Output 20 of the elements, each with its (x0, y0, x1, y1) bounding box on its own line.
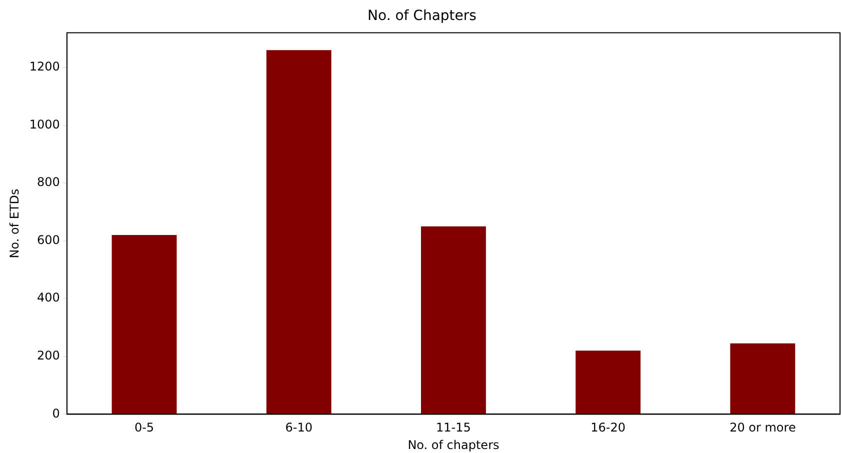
bar (112, 235, 177, 414)
y-tick-label: 1000 (29, 117, 60, 132)
y-tick-label: 400 (37, 290, 60, 305)
bar (421, 226, 486, 414)
x-tick-label: 20 or more (730, 420, 796, 435)
bar (266, 50, 332, 414)
x-tick-label: 6-10 (285, 420, 312, 435)
x-tick-label: 11-15 (436, 420, 471, 435)
y-tick-label: 800 (37, 175, 60, 190)
x-tick-label: 0-5 (134, 420, 154, 435)
y-tick-label: 0 (52, 406, 60, 420)
y-tick-label: 200 (37, 348, 60, 363)
y-tick-label: 1200 (29, 60, 60, 74)
y-axis-title: No. of ETDs (7, 188, 22, 258)
y-tick-label: 600 (37, 232, 60, 247)
x-tick-label: 16-20 (590, 420, 626, 435)
x-axis-title: No. of chapters (408, 438, 500, 452)
bar (730, 343, 796, 414)
chart-title: No. of Chapters (368, 8, 476, 24)
bar (576, 350, 641, 414)
